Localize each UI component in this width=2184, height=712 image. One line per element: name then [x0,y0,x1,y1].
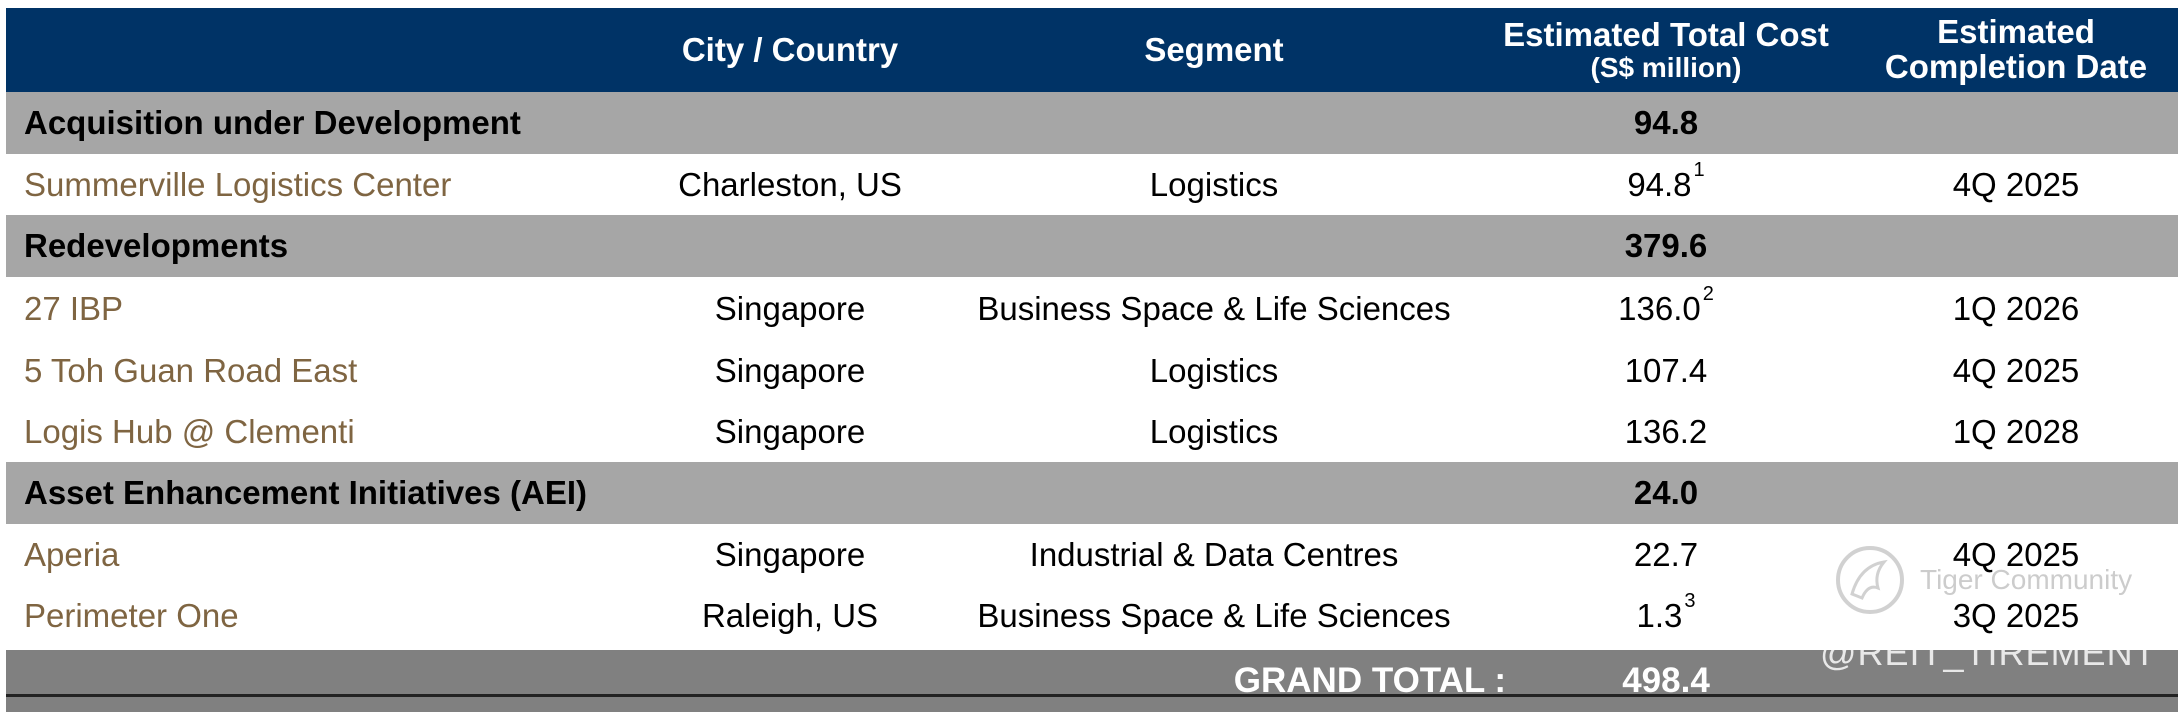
header-cost-label: Estimated Total Cost [1503,15,1829,53]
header-cost-unit: (S$ million) [1590,51,1742,83]
property-cost: 136.2 [1624,412,1708,450]
section-total: 379.6 [1624,227,1708,264]
property-date: 1Q 2026 [1952,289,2080,327]
footnote-marker: 3 [1684,590,1696,612]
table-row: Perimeter One Raleigh, US Business Space… [6,585,2178,646]
section-total: 94.8 [1633,104,1699,141]
table-header: City / Country Segment Estimated Total C… [6,8,2178,92]
header-segment: Segment [1144,31,1284,68]
table-row: Summerville Logistics Center Charleston,… [6,154,2178,215]
property-date: 4Q 2025 [1952,165,2080,203]
property-segment: Logistics [1149,165,1279,203]
footnote-marker: 1 [1693,159,1705,181]
cost-value: 1.3 [1636,596,1683,634]
table-row: Aperia Singapore Industrial & Data Centr… [6,524,2178,585]
table-row: Logis Hub @ Clementi Singapore Logistics… [6,401,2178,462]
watermark-handle: @REIT_TIREMENT [1820,632,2157,673]
property-cost: 136.0 2 [1506,277,1826,340]
property-date: 4Q 2025 [1952,535,2080,573]
property-date: 1Q 2028 [1952,412,2080,450]
header-city: City / Country [681,31,899,68]
header-date-line2: Completion Date [1884,48,2148,85]
grand-total-value: 498.4 [1622,661,1710,700]
property-city: Raleigh, US [701,596,879,634]
header-date: Estimated Completion Date [1866,8,2166,92]
section-row: Acquisition under Development 94.8 [6,92,2178,154]
property-cost: 107.4 [1624,351,1708,389]
grand-total-row: GRAND TOTAL : 498.4 [6,650,2178,712]
property-cost: 22.7 [1633,535,1699,573]
section-title: Redevelopments [24,227,289,264]
table-bottom-border [6,694,2178,697]
table-row: 5 Toh Guan Road East Singapore Logistics… [6,340,2178,401]
property-name: Aperia [24,535,120,573]
property-segment: Business Space & Life Sciences [977,596,1451,634]
property-city: Singapore [714,535,866,573]
property-city: Singapore [714,351,866,389]
property-name: 5 Toh Guan Road East [24,351,358,389]
footnote-marker: 2 [1702,283,1714,305]
property-segment: Logistics [1149,412,1279,450]
header-date-line1: Estimated [1937,13,2095,51]
cost-value: 136.0 [1618,289,1701,327]
property-city: Singapore [714,412,866,450]
table-row: 27 IBP Singapore Business Space & Life S… [6,277,2178,340]
property-name: Logis Hub @ Clementi [24,412,355,450]
property-name: Summerville Logistics Center [24,165,452,203]
property-cost: 1.3 3 [1506,585,1826,646]
property-cost: 94.8 1 [1506,154,1826,215]
property-city: Singapore [714,289,866,327]
section-row: Redevelopments 379.6 [6,215,2178,277]
section-title: Asset Enhancement Initiatives (AEI) [24,474,587,511]
property-segment: Logistics [1149,351,1279,389]
property-name: 27 IBP [24,289,124,327]
watermark-brand: Tiger Community [1920,564,2133,595]
section-total: 24.0 [1633,474,1699,511]
property-city: Charleston, US [678,165,902,203]
header-cost: Estimated Total Cost (S$ million) [1503,8,1829,92]
section-title: Acquisition under Development [24,104,521,141]
property-date: 4Q 2025 [1952,351,2080,389]
grand-total-label: GRAND TOTAL : [1233,661,1506,700]
property-name: Perimeter One [24,596,239,634]
cost-value: 94.8 [1627,165,1692,203]
section-row: Asset Enhancement Initiatives (AEI) 24.0 [6,462,2178,524]
property-date: 3Q 2025 [1952,596,2080,634]
property-segment: Industrial & Data Centres [1029,535,1399,573]
property-segment: Business Space & Life Sciences [977,289,1451,327]
development-table: City / Country Segment Estimated Total C… [6,8,2178,712]
tiger-community-logo-icon [1836,546,1904,614]
